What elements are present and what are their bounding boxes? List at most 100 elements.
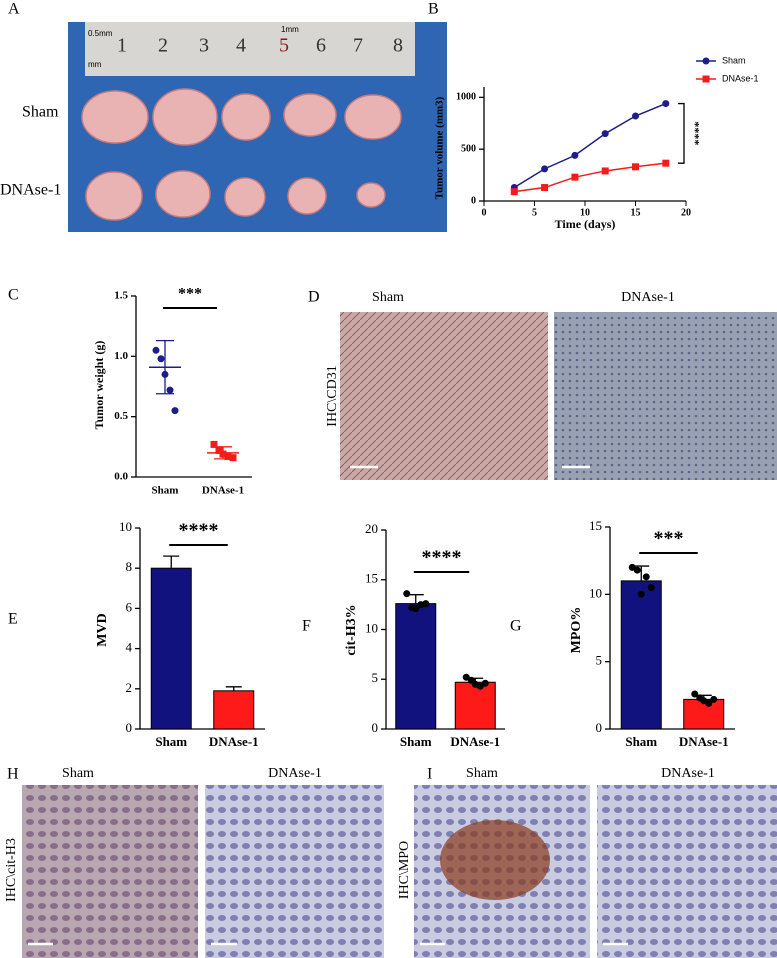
x-tick-label: 5 xyxy=(532,207,537,218)
row-label: DNAse-1 xyxy=(0,182,61,199)
ihc-image xyxy=(205,785,384,958)
y-tick-label: 1.5 xyxy=(114,290,128,302)
side-label: IHC\cit-H3 xyxy=(4,838,19,902)
series-line xyxy=(513,102,667,189)
marker xyxy=(571,151,579,159)
significance: **** xyxy=(179,520,219,542)
column-label: DNAse-1 xyxy=(268,766,322,781)
marker xyxy=(571,173,579,181)
marker xyxy=(632,112,639,120)
point xyxy=(171,407,179,415)
ruler-number: 5 xyxy=(279,35,289,57)
x-tick-label: 20 xyxy=(681,207,691,218)
y-tick-label: 0 xyxy=(126,720,133,735)
panel-label: F xyxy=(302,618,311,635)
marker xyxy=(662,100,670,108)
point xyxy=(412,605,420,613)
panel-label: D xyxy=(308,289,320,306)
point xyxy=(215,446,223,454)
y-tick-label: 10 xyxy=(589,585,602,600)
panel-label: C xyxy=(8,287,19,304)
marker xyxy=(541,184,549,192)
point xyxy=(157,355,165,363)
y-tick-label: 1.0 xyxy=(114,350,128,362)
x-tick-label: DNAse-1 xyxy=(209,734,259,749)
y-axis-label: MPO% xyxy=(569,607,584,654)
ruler-unit: 0.5mm xyxy=(88,29,113,38)
marker xyxy=(601,130,609,138)
y-tick-label: 0 xyxy=(372,720,379,735)
ruler-number: 4 xyxy=(236,35,246,57)
point xyxy=(705,699,713,707)
ihc-image xyxy=(340,312,548,480)
legend-label: Sham xyxy=(722,55,746,65)
y-tick-label: 0.5 xyxy=(114,410,128,422)
bar xyxy=(683,698,725,730)
x-tick-label: Sham xyxy=(400,734,432,749)
bar xyxy=(395,603,437,730)
y-axis-label: cit-H3% xyxy=(344,604,359,655)
y-tick-label: 6 xyxy=(126,599,133,614)
panel-label: B xyxy=(428,1,439,18)
marker xyxy=(541,165,549,173)
error-bar xyxy=(407,594,424,604)
point xyxy=(637,590,645,598)
legend-marker xyxy=(702,57,710,65)
significance: *** xyxy=(178,286,202,303)
panel-label: A xyxy=(8,1,20,18)
legend-marker xyxy=(702,75,710,83)
y-tick-label: 15 xyxy=(365,571,378,586)
significance: **** xyxy=(688,121,702,145)
point xyxy=(633,566,641,574)
ruler-unit: mm xyxy=(88,60,102,69)
ruler-number: 2 xyxy=(158,35,168,57)
error-bar xyxy=(163,555,180,569)
ruler-unit: 1mm xyxy=(281,25,299,34)
y-tick-label: 15 xyxy=(589,518,602,533)
chart: E MVD 0 2 4 6 8 10 Sham DNAse-1 **** xyxy=(8,519,265,749)
y-tick-label: 10 xyxy=(119,519,132,534)
y-tick-label: 8 xyxy=(126,559,133,574)
point xyxy=(161,370,169,378)
marker xyxy=(662,159,670,167)
side-label: IHC\CD31 xyxy=(325,365,340,426)
y-tick-label: 0.0 xyxy=(114,471,128,483)
marker xyxy=(632,163,639,171)
x-tick-label: 10 xyxy=(580,207,590,218)
marker xyxy=(510,188,518,196)
ruler-number: 3 xyxy=(199,35,209,57)
chart: G MPO% 0 5 10 15 Sham DNAse-1 *** xyxy=(510,518,735,749)
y-tick-label: 10 xyxy=(365,620,378,635)
y-tick-label: 20 xyxy=(365,521,378,536)
point xyxy=(229,454,237,462)
row-label: Sham xyxy=(22,104,59,121)
ruler-number: 7 xyxy=(353,35,363,57)
y-tick-label: 4 xyxy=(126,640,133,655)
ihc-image xyxy=(554,312,777,480)
bar xyxy=(620,580,662,730)
x-tick-label: Sham xyxy=(155,734,187,749)
ihc-image xyxy=(597,785,777,958)
side-label: IHC\MPO xyxy=(397,841,412,899)
column-label: Sham xyxy=(372,290,404,305)
column-label: DNAse-1 xyxy=(661,766,715,781)
error-bar xyxy=(156,339,174,395)
point xyxy=(166,386,174,394)
x-tick-label: DNAse-1 xyxy=(679,734,729,749)
x-axis-label: Time (days) xyxy=(555,217,616,231)
column-label: Sham xyxy=(466,766,498,781)
point xyxy=(224,452,232,460)
point xyxy=(210,440,218,448)
x-tick-label: Sham xyxy=(152,485,179,497)
stain xyxy=(440,820,550,900)
series-line xyxy=(514,162,666,193)
point xyxy=(710,695,718,703)
x-tick-label: 15 xyxy=(631,207,641,218)
y-tick-label: 5 xyxy=(372,670,379,685)
point xyxy=(152,346,160,354)
ruler-number: 1 xyxy=(117,35,127,57)
column-label: Sham xyxy=(62,766,94,781)
bar xyxy=(454,681,496,730)
